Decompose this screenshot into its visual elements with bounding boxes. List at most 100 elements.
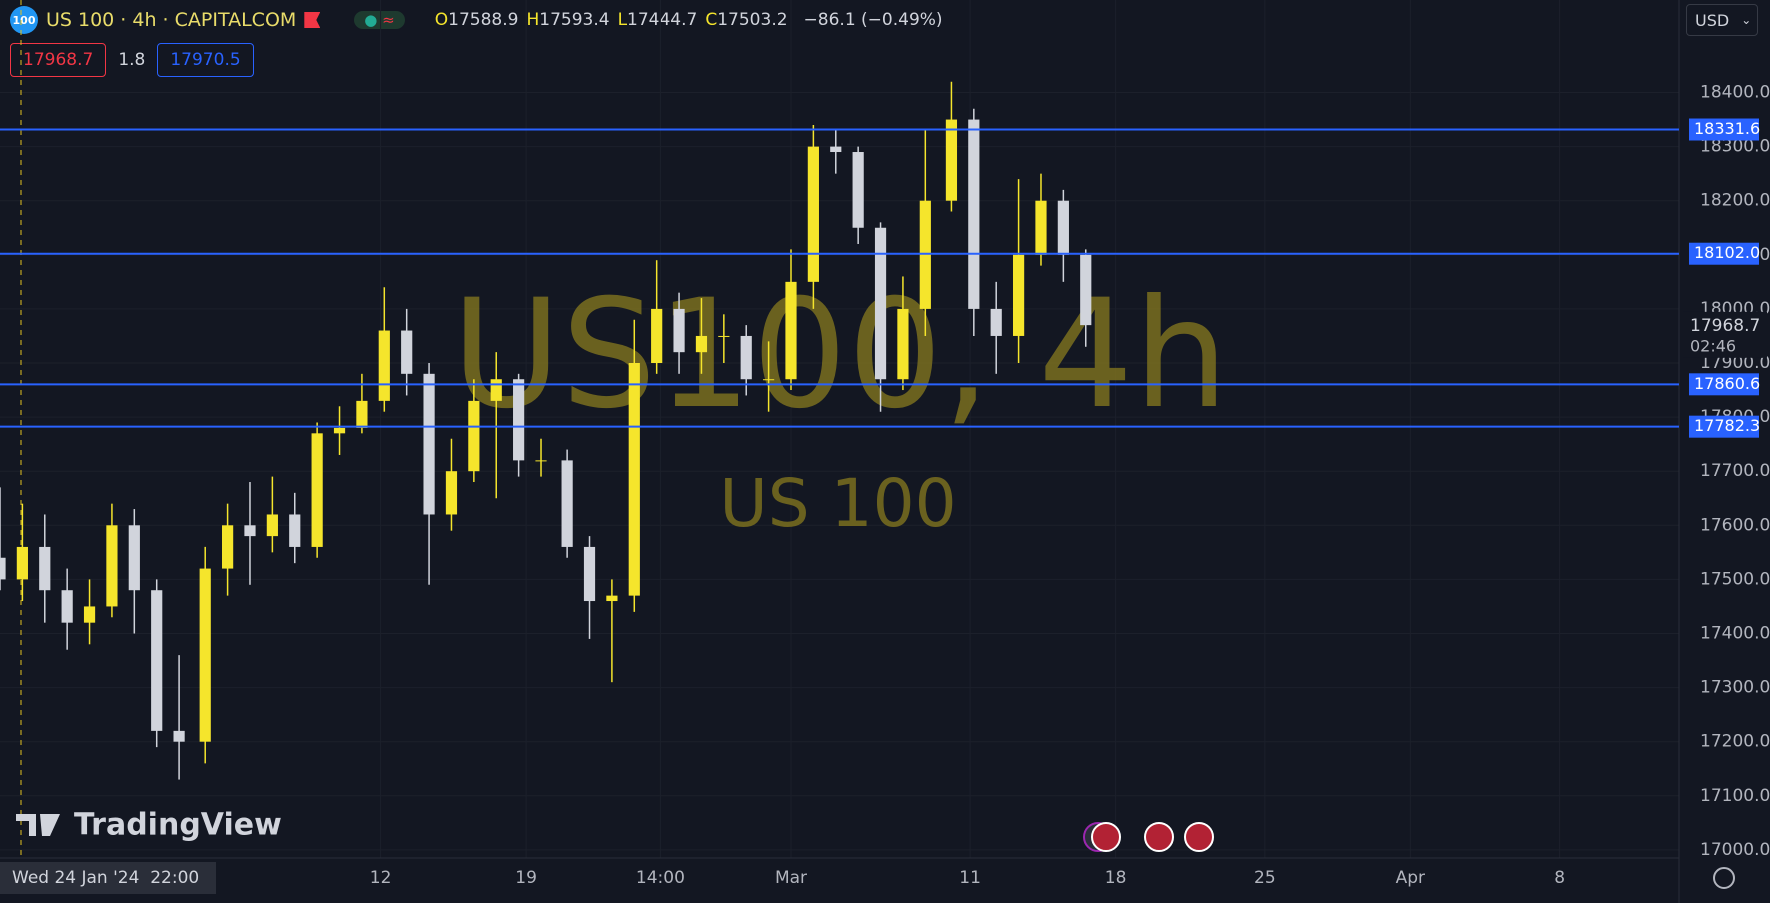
candle-body	[513, 379, 525, 461]
level-label-bg	[1689, 415, 1759, 438]
candle-body	[763, 379, 775, 381]
last-price-bg	[1683, 311, 1767, 358]
flag-icon[interactable]	[304, 12, 321, 28]
y-tick-label: 17700.0	[1700, 461, 1770, 481]
candle-body	[16, 546, 28, 580]
candle-body	[628, 363, 640, 596]
candle-body	[199, 568, 211, 742]
x-tick-label: Mar	[775, 868, 807, 888]
last-price: 17968.7	[1690, 316, 1760, 336]
currency: USD	[1695, 10, 1730, 30]
level-label-bg	[1689, 373, 1759, 396]
ohlc-value: 17503.2	[717, 10, 788, 30]
ohlc-value: 17593.4	[539, 10, 610, 30]
ohlc-value: 17588.9	[448, 10, 519, 30]
candle-body	[852, 152, 864, 228]
logo: TradingView	[16, 808, 282, 843]
candle-body	[106, 525, 118, 607]
ohlc-value: 17444.7	[627, 10, 698, 30]
y-tick-label: 18400.0	[1700, 83, 1770, 103]
ohlc-key: C	[705, 10, 718, 30]
candle-body	[173, 730, 185, 742]
buy-button[interactable]: 17970.5	[157, 43, 254, 77]
y-tick-label: 17500.0	[1700, 569, 1770, 589]
y-tick-label: 18200.0	[1700, 191, 1770, 211]
ohlc: O17588.9 H17593.4 L17444.7 C17503.2	[435, 10, 796, 30]
level-label: 17782.3	[1694, 416, 1760, 435]
candle-body	[606, 595, 618, 602]
candle-body	[651, 308, 663, 363]
x-tick-label: 11	[959, 868, 981, 888]
candle-body	[401, 330, 413, 374]
candle-body	[695, 335, 708, 353]
header: 100 US 100 · 4h · CAPITALCOM ● ≈ O17588.…	[10, 6, 943, 34]
symbol-badge: 100	[10, 6, 38, 34]
candle-body	[311, 433, 323, 547]
candle-body	[673, 308, 685, 353]
x-tick-label: Apr	[1396, 868, 1425, 888]
x-tick-label: 14:00	[636, 868, 685, 888]
candle-body	[1080, 254, 1092, 326]
trade-row: 17968.7 1.8 17970.5	[10, 43, 254, 77]
candle-body	[0, 557, 6, 580]
level-label-bg	[1689, 242, 1759, 265]
candle-body	[561, 460, 573, 547]
candle-body	[535, 460, 547, 462]
candle-body	[128, 525, 140, 591]
candle-body	[1012, 254, 1025, 336]
countdown: 02:46	[1690, 336, 1736, 355]
candle-body	[423, 373, 435, 515]
candle-body	[445, 471, 458, 515]
ohlc-key: L	[617, 10, 628, 30]
candle-body	[266, 514, 278, 537]
y-tick-label: 17300.0	[1700, 678, 1770, 698]
x-tick-label: 12	[370, 868, 392, 888]
watermark-subtitle: US 100	[719, 465, 956, 542]
candle-body	[874, 227, 887, 380]
x-tick-label: 18	[1105, 868, 1127, 888]
spread: 1.8	[118, 50, 146, 70]
x-tick-label: 25	[1254, 868, 1276, 888]
crosshair-label-bg	[0, 862, 216, 894]
ohlc-key: O	[434, 10, 449, 30]
candle-body	[990, 308, 1002, 336]
candle-body	[1057, 200, 1069, 255]
symbol-title[interactable]: US 100 · 4h · CAPITALCOM	[46, 9, 297, 31]
y-tick-label: 17600.0	[1700, 515, 1770, 535]
event-icons[interactable]	[1083, 822, 1214, 852]
candle-body	[378, 330, 390, 401]
y-tick-label: 17200.0	[1700, 732, 1770, 752]
candle-body	[718, 335, 730, 337]
candles	[0, 81, 1092, 780]
candle-body	[151, 590, 163, 731]
x-tick-label: 8	[1554, 868, 1565, 888]
candle-body	[244, 525, 256, 537]
candle-body	[830, 146, 842, 153]
status-pill[interactable]: ● ≈	[354, 11, 405, 29]
currency-select[interactable]: USD ⌄	[1686, 4, 1758, 36]
settings-icon[interactable]	[1713, 867, 1735, 889]
sell-button[interactable]: 17968.7	[10, 43, 107, 77]
level-label: 18102.0	[1694, 243, 1760, 262]
x-tick-label: 19	[515, 868, 537, 888]
crosshair-label: Wed 24 Jan '24 22:00	[12, 868, 199, 888]
y-tick-label: 18300.0	[1700, 137, 1770, 157]
candle-body	[968, 119, 980, 309]
level-label: 18331.6	[1694, 119, 1760, 138]
candle-body	[897, 308, 909, 380]
candle-body	[490, 379, 502, 401]
candle-body	[333, 427, 346, 434]
candle-body	[61, 590, 73, 623]
candle-body	[1035, 200, 1047, 255]
candle-body	[583, 546, 596, 602]
level-label: 17860.6	[1694, 374, 1760, 393]
candle-body	[83, 606, 96, 623]
y-tick-label: 17100.0	[1700, 786, 1770, 806]
candle-body	[740, 335, 752, 380]
candle-body	[289, 514, 301, 547]
candle-body	[468, 400, 480, 472]
candle-body	[785, 281, 797, 380]
level-label-bg	[1689, 118, 1759, 141]
candle-body	[222, 525, 234, 569]
